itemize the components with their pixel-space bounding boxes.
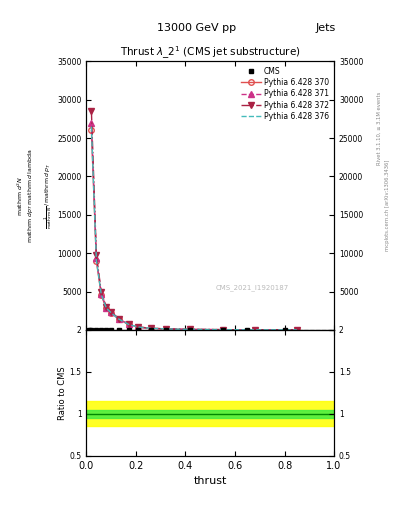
Pythia 6.428 372 xyxy=(126,321,131,327)
Title: Thrust $\lambda$_2$^1$ (CMS jet substructure): Thrust $\lambda$_2$^1$ (CMS jet substruc… xyxy=(120,45,301,61)
CMS xyxy=(220,327,225,333)
CMS xyxy=(282,327,287,333)
Pythia 6.428 371 xyxy=(89,120,94,126)
Pythia 6.428 376 xyxy=(163,326,168,332)
Pythia 6.428 372 xyxy=(104,304,108,310)
Pythia 6.428 370 xyxy=(188,326,193,332)
Pythia 6.428 371 xyxy=(188,326,193,332)
Pythia 6.428 371 xyxy=(252,327,257,333)
Pythia 6.428 372 xyxy=(149,325,153,331)
CMS xyxy=(86,327,91,333)
Pythia 6.428 372 xyxy=(163,326,168,332)
Pythia 6.428 376 xyxy=(188,326,193,332)
Text: mcplots.cern.ch [arXiv:1306.3436]: mcplots.cern.ch [arXiv:1306.3436] xyxy=(385,159,389,250)
Pythia 6.428 371 xyxy=(220,327,225,333)
Pythia 6.428 372 xyxy=(295,327,299,333)
CMS xyxy=(116,327,121,333)
CMS xyxy=(136,327,141,333)
Pythia 6.428 371 xyxy=(109,309,114,315)
Pythia 6.428 376 xyxy=(136,324,141,330)
Pythia 6.428 371 xyxy=(94,254,99,261)
Pythia 6.428 371 xyxy=(99,291,104,297)
Pythia 6.428 372 xyxy=(252,327,257,333)
Legend: CMS, Pythia 6.428 370, Pythia 6.428 371, Pythia 6.428 372, Pythia 6.428 376: CMS, Pythia 6.428 370, Pythia 6.428 371,… xyxy=(239,63,332,124)
Pythia 6.428 376 xyxy=(126,322,131,328)
Line: CMS: CMS xyxy=(86,328,287,332)
Pythia 6.428 371 xyxy=(126,321,131,327)
Pythia 6.428 371 xyxy=(295,327,299,333)
Pythia 6.428 370 xyxy=(109,310,114,316)
Text: Jets: Jets xyxy=(316,23,336,33)
Text: 13000 GeV pp: 13000 GeV pp xyxy=(157,23,236,33)
Pythia 6.428 372 xyxy=(89,108,94,114)
Line: Pythia 6.428 371: Pythia 6.428 371 xyxy=(89,120,300,333)
Pythia 6.428 371 xyxy=(116,316,121,322)
CMS xyxy=(163,327,168,333)
Y-axis label: Ratio to CMS: Ratio to CMS xyxy=(58,366,67,419)
Text: CMS_2021_I1920187: CMS_2021_I1920187 xyxy=(215,285,288,291)
Pythia 6.428 370 xyxy=(252,327,257,333)
Pythia 6.428 370 xyxy=(99,292,104,298)
Pythia 6.428 370 xyxy=(89,127,94,134)
Pythia 6.428 370 xyxy=(220,327,225,333)
Pythia 6.428 370 xyxy=(136,324,141,330)
Pythia 6.428 371 xyxy=(149,325,153,331)
Line: Pythia 6.428 370: Pythia 6.428 370 xyxy=(89,127,300,333)
Pythia 6.428 372 xyxy=(116,315,121,322)
Pythia 6.428 370 xyxy=(104,305,108,311)
Pythia 6.428 372 xyxy=(94,251,99,258)
Y-axis label: $\mathrm{mathrm}\,d^2N$
$\mathrm{mathrm}\,d\,p_T\,\mathrm{mathrm}\,d\,\mathrm{la: $\mathrm{mathrm}\,d^2N$ $\mathrm{mathrm}… xyxy=(16,148,55,243)
CMS xyxy=(94,327,99,333)
Line: Pythia 6.428 372: Pythia 6.428 372 xyxy=(89,109,300,333)
CMS xyxy=(149,327,153,333)
Pythia 6.428 372 xyxy=(136,324,141,330)
Pythia 6.428 371 xyxy=(163,326,168,332)
CMS xyxy=(99,327,104,333)
Pythia 6.428 376 xyxy=(89,123,94,130)
Pythia 6.428 376 xyxy=(149,325,153,331)
CMS xyxy=(188,327,193,333)
CMS xyxy=(126,327,131,333)
Pythia 6.428 372 xyxy=(109,309,114,315)
CMS xyxy=(89,327,94,333)
Pythia 6.428 376 xyxy=(104,305,108,311)
CMS xyxy=(104,327,108,333)
X-axis label: thrust: thrust xyxy=(194,476,227,486)
CMS xyxy=(245,327,250,333)
Pythia 6.428 376 xyxy=(99,291,104,297)
Pythia 6.428 370 xyxy=(126,322,131,328)
Pythia 6.428 372 xyxy=(188,326,193,332)
Pythia 6.428 376 xyxy=(116,316,121,322)
Pythia 6.428 371 xyxy=(136,324,141,330)
Pythia 6.428 370 xyxy=(116,316,121,322)
Pythia 6.428 376 xyxy=(220,327,225,333)
Pythia 6.428 376 xyxy=(94,257,99,263)
Pythia 6.428 370 xyxy=(94,258,99,264)
Pythia 6.428 372 xyxy=(220,327,225,333)
Pythia 6.428 372 xyxy=(99,289,104,295)
Pythia 6.428 370 xyxy=(295,327,299,333)
Pythia 6.428 370 xyxy=(163,326,168,332)
Pythia 6.428 371 xyxy=(104,305,108,311)
Line: Pythia 6.428 376: Pythia 6.428 376 xyxy=(92,126,297,330)
Pythia 6.428 376 xyxy=(252,327,257,333)
Pythia 6.428 376 xyxy=(295,327,299,333)
Pythia 6.428 370 xyxy=(149,325,153,331)
CMS xyxy=(109,327,114,333)
Pythia 6.428 376 xyxy=(109,310,114,316)
Text: Rivet 3.1.10, ≥ 3.1M events: Rivet 3.1.10, ≥ 3.1M events xyxy=(377,91,382,165)
